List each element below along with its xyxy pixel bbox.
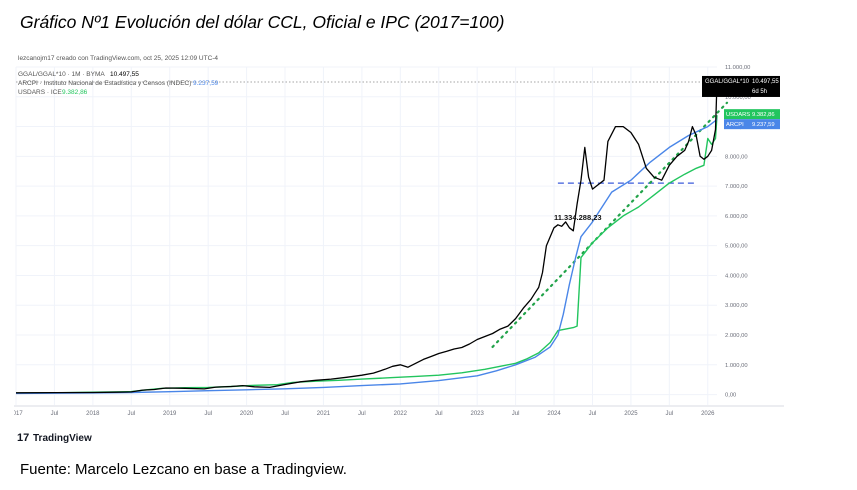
- price-label-usdars-name: USDARS: [726, 112, 750, 118]
- tradingview-logo: 17 TradingView: [17, 432, 92, 444]
- legend-label-arcpi: ARCPI · Instituto Nacional de Estadístic…: [18, 80, 191, 87]
- y-tick-label: 4.000,00: [725, 273, 748, 279]
- legend-value-ggal: 10.497,55: [110, 71, 139, 78]
- y-tick-label: 1.000,00: [725, 363, 748, 369]
- y-tick-label: 6.000,00: [725, 214, 748, 220]
- price-label-ggal-value: 10.497,55: [752, 79, 779, 85]
- legend-value-arcpi: 9.237,59: [193, 80, 219, 87]
- x-tick-label: Jul: [281, 411, 289, 417]
- price-label-ggal-countdown: 6d 5h: [752, 89, 767, 95]
- trend-dotted-line: [491, 101, 729, 349]
- price-label-arcpi-value: 9.237,59: [752, 122, 775, 128]
- y-tick-label: 10.000,00: [725, 95, 751, 101]
- legend-label-ggal: GGAL/GGAL*10 · 1M · BYMA: [18, 71, 105, 78]
- chart-svg[interactable]: 0,00 1.000,00 2.000,00 3.000,00 4.000,00 5.00…: [9, 49, 784, 461]
- legend-label-usdars: USDARS · ICE: [18, 89, 62, 96]
- price-label-usdars-value: 9.382,86: [752, 112, 775, 118]
- tradingview-brand: TradingView: [33, 433, 92, 444]
- legend-value-usdars: 9.382,86: [62, 89, 88, 96]
- x-axis: 2017 Jul 2018 Jul 2019 Jul 2020 Jul 2021 Jul 2022 J…: [9, 411, 715, 417]
- x-tick-label: 2025: [624, 411, 638, 417]
- x-tick-label: 2022: [394, 411, 408, 417]
- price-annotation: 11.334.288,23: [554, 213, 602, 222]
- author-line: lezcanojm17 creado con TradingView.com, …: [18, 55, 218, 62]
- y-tick-label: 7.000,00: [725, 184, 748, 190]
- price-label-arcpi-box: [724, 119, 780, 130]
- x-tick-label: 2026: [701, 411, 715, 417]
- price-label-usdars-box: [724, 109, 780, 120]
- y-tick-label: 5.000,00: [725, 244, 748, 250]
- chart-panel: 0,00 1.000,00 2.000,00 3.000,00 4.000,00 5.00…: [9, 49, 784, 461]
- series-lines: [15, 81, 718, 395]
- y-tick-label: 11.000,00: [725, 65, 750, 71]
- x-tick-label: 2021: [317, 411, 331, 417]
- x-tick-label: 2019: [163, 411, 177, 417]
- source-caption: Fuente: Marcelo Lezcano en base a Tradin…: [20, 461, 347, 478]
- x-tick-label: Jul: [358, 411, 366, 417]
- y-tick-label: 2.000,00: [725, 333, 748, 339]
- x-tick-label: 2023: [471, 411, 485, 417]
- x-tick-label: Jul: [51, 411, 59, 417]
- x-tick-label: 2020: [240, 411, 254, 417]
- price-label-arcpi-name: ARCPI: [726, 122, 744, 128]
- y-tick-label: 8.000,00: [725, 154, 748, 160]
- x-tick-label: 2018: [86, 411, 100, 417]
- x-tick-label: 2017: [14, 411, 23, 417]
- y-tick-label: 3.000,00: [725, 303, 748, 309]
- x-tick-label: Jul: [589, 411, 597, 417]
- x-tick-label: Jul: [435, 411, 443, 417]
- y-tick-label: 0,00: [725, 393, 736, 399]
- series-line-ggal: [15, 81, 718, 394]
- x-tick-label: Jul: [204, 411, 212, 417]
- legend: GGAL/GGAL*10 · 1M · BYMA 10.497,55 ARCPI…: [18, 71, 219, 96]
- x-tick-label: Jul: [127, 411, 135, 417]
- tradingview-mark-icon: 17: [17, 432, 29, 444]
- price-label-ggal-name: GGAL/GGAL*10: [705, 79, 750, 85]
- grid: [14, 66, 784, 407]
- x-tick-label: 2024: [547, 411, 561, 417]
- series-line-arcpi: [15, 118, 718, 395]
- figure-title: Gráfico Nº1 Evolución del dólar CCL, Ofi…: [20, 12, 505, 32]
- x-tick-label: Jul: [512, 411, 520, 417]
- trend-line: [491, 101, 729, 349]
- x-tick-label: Jul: [666, 411, 674, 417]
- series-line-usdars: [15, 115, 718, 394]
- price-label-ggal-box: [702, 75, 780, 97]
- price-labels: GGAL/GGAL*10 10.497,55 6d 5h USDARS 9.382,86…: [702, 75, 780, 130]
